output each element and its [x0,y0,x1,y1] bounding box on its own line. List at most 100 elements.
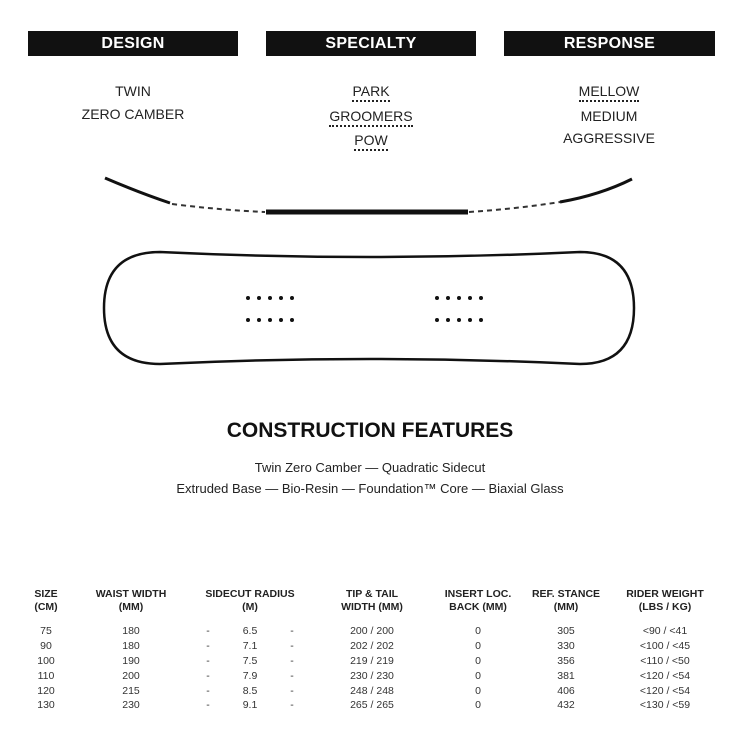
column-header-line: WIDTH (MM) [341,601,403,613]
table-cell: 0 [475,640,481,653]
design-header: DESIGN [28,31,238,56]
insert-dot [268,318,272,322]
table-cell: 180 [122,625,140,638]
table-row: 90 180 - 7.1 - 202 / 202 0 330 <100 / <45 [20,639,720,654]
specialty-item-groomers: GROOMERS [329,107,413,127]
table-cell: 0 [475,684,481,697]
construction-line-2: Extruded Base — Bio-Resin — Foundation™ … [176,481,564,496]
insert-dot [257,296,261,300]
table-cell: - [290,669,294,682]
column-header: REF. STANCE (MM) [522,588,610,624]
insert-dot [468,318,472,322]
construction-line-1: Twin Zero Camber — Quadratic Sidecut [254,460,486,475]
table-cell: 219 / 219 [350,654,394,667]
design-item: ZERO CAMBER [81,105,185,122]
column-header-line: SIZE [34,588,58,600]
table-row: 110 200 - 7.9 - 230 / 230 0 381 <120 / <54 [20,668,720,683]
column-header-line: BACK (MM) [449,601,507,613]
table-cell: 0 [475,699,481,712]
column-header-line: REF. STANCE [531,588,601,600]
insert-dot [246,318,250,322]
column-header: WAIST WIDTH (MM) [72,588,190,624]
table-cell: 130 [37,699,55,712]
table-cell: 432 [557,699,575,712]
table-cell: - [206,654,210,667]
column-header-line: (MM) [553,601,579,613]
insert-dot [446,296,450,300]
table-cell: - [290,640,294,653]
column-header-line: (LBS / KG) [638,601,692,613]
table-cell: 406 [557,684,575,697]
specialty-item-pow: POW [354,131,388,151]
table-cell: - [206,669,210,682]
specialty-item-park: PARK [352,82,390,102]
table-cell: 202 / 202 [350,640,394,653]
insert-dot [268,296,272,300]
table-cell: - [206,699,210,712]
table-cell: 75 [40,625,52,638]
table-cell: 100 [37,654,55,667]
table-cell: 120 [37,684,55,697]
table-cell: - [206,625,210,638]
insert-dot [279,318,283,322]
column-header: INSERT LOC. BACK (MM) [434,588,522,624]
table-cell: 8.5 [242,684,258,697]
design-item: TWIN [115,83,151,99]
table-cell: 110 [37,669,55,682]
insert-dot [435,296,439,300]
table-cell: <90 / <41 [642,625,688,638]
insert-dot [290,296,294,300]
insert-dot [246,296,250,300]
column-header-line: (CM) [34,601,58,613]
table-cell: 7.1 [242,640,258,653]
column-header: TIP & TAIL WIDTH (MM) [310,588,434,624]
specialty-header: SPECIALTY [266,31,476,56]
column-header-line: RIDER WEIGHT [626,588,704,600]
response-header: RESPONSE [504,31,715,56]
column-header: SIDECUT RADIUS (M) [190,588,310,624]
table-cell: 356 [557,654,575,667]
table-cell: 0 [475,654,481,667]
table-cell: 0 [475,625,481,638]
table-cell: 230 / 230 [350,669,394,682]
insert-dot [257,318,261,322]
specialty-list: PARK GROOMERS POW [266,80,476,154]
column-header: SIZE (CM) [20,588,72,624]
column-header-line: SIDECUT RADIUS [205,588,295,600]
insert-dot [479,296,483,300]
table-cell: - [206,640,210,653]
insert-dot [446,318,450,322]
column-header-line: (MM) [118,601,144,613]
board-outline-icon [102,250,636,366]
column-header: RIDER WEIGHT (LBS / KG) [610,588,720,624]
response-list: MELLOW MEDIUM AGGRESSIVE [504,80,714,150]
column-header-line: (M) [242,601,258,613]
camber-profile-icon [104,176,633,215]
table-cell: 305 [557,625,575,638]
table-cell: - [290,684,294,697]
table-row: 120 215 - 8.5 - 248 / 248 0 406 <120 / <54 [20,683,720,698]
table-cell: 265 / 265 [350,699,394,712]
insert-dot [290,318,294,322]
size-table: SIZE (CM) WAIST WIDTH (MM) SIDECUT RADIUS (M)… [20,588,720,713]
table-cell: 200 / 200 [350,625,394,638]
insert-dot [479,318,483,322]
table-cell: 230 [122,699,140,712]
table-row: 130 230 - 9.1 - 265 / 265 0 432 <130 / <59 [20,698,720,713]
table-cell: 0 [475,669,481,682]
table-cell: 200 [122,669,140,682]
table-cell: 381 [557,669,575,682]
table-cell: - [290,699,294,712]
column-header-line: INSERT LOC. [444,588,512,600]
insert-dots-icon [246,296,483,322]
table-cell: - [290,625,294,638]
insert-dot [279,296,283,300]
table-cell: 6.5 [242,625,258,638]
table-cell: 90 [40,640,52,653]
response-item-medium: MEDIUM [580,107,638,124]
table-cell: - [206,684,210,697]
table-cell: 7.5 [242,654,258,667]
board-illustrations [102,176,636,366]
insert-dot [468,296,472,300]
table-cell: 215 [122,684,140,697]
